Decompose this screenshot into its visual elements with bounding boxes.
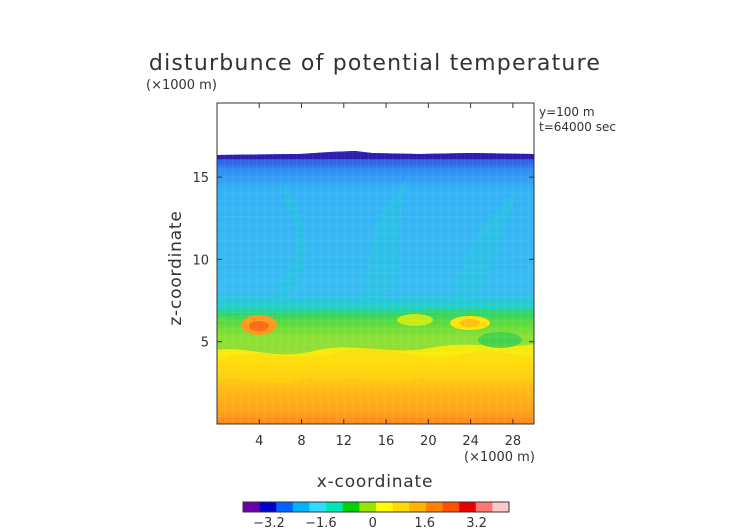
x-tick-label: 8 (297, 434, 305, 449)
colorbar-tick-label: 1.6 (414, 516, 435, 531)
colorbar-tick-label: 0 (369, 516, 377, 531)
x-axis-ticks: 4 8 12 16 20 24 28 (255, 103, 521, 449)
colorbar-swatch (359, 502, 377, 512)
colorbar-swatch (475, 502, 493, 512)
colorbar-swatch (392, 502, 410, 512)
plot-frame (216, 102, 535, 425)
colorbar-swatch (459, 502, 477, 512)
y-tick-label: 10 (192, 253, 209, 268)
colorbar-swatch (376, 502, 394, 512)
colorbar-swatch (342, 502, 360, 512)
x-unit-label: (×1000 m) (464, 450, 535, 465)
y-tick-label: 5 (201, 336, 209, 351)
colorbar-swatch (409, 502, 427, 512)
x-tick-label: 16 (378, 434, 395, 449)
colorbar-tick-label: −1.6 (305, 516, 337, 531)
y-axis-label: z-coordinate (166, 210, 186, 325)
colorbar-swatch (259, 502, 277, 512)
x-tick-label: 28 (505, 434, 522, 449)
y-axis-ticks: 5 10 15 (192, 171, 534, 351)
plot-area (217, 103, 534, 424)
colorbar (242, 501, 510, 513)
colorbar-swatch (243, 502, 261, 512)
heatmap-texture (217, 150, 534, 424)
chart-title: disturbunce of potential temperature (149, 51, 601, 76)
x-axis-label: x-coordinate (317, 472, 433, 492)
y-unit-label: (×1000 m) (146, 78, 217, 93)
x-tick-label: 12 (336, 434, 353, 449)
colorbar-tick-label: 3.2 (466, 516, 487, 531)
colorbar-swatch (309, 502, 327, 512)
colorbar-swatch (492, 502, 510, 512)
colorbar-swatch (276, 502, 294, 512)
colorbar-tick-labels: −3.2 −1.6 0 1.6 3.2 (253, 516, 487, 531)
annotation-y: y=100 m (539, 105, 595, 119)
colorbar-swatch (326, 502, 344, 512)
x-tick-label: 20 (420, 434, 437, 449)
colorbar-swatch (442, 502, 460, 512)
colorbar-frame (242, 501, 510, 513)
y-tick-label: 15 (192, 171, 209, 186)
colorbar-tick-label: −3.2 (253, 516, 285, 531)
x-tick-label: 24 (462, 434, 479, 449)
colorbar-swatch (425, 502, 443, 512)
annotation-t: t=64000 sec (539, 120, 616, 134)
x-tick-label: 4 (255, 434, 263, 449)
colorbar-swatch (292, 502, 310, 512)
